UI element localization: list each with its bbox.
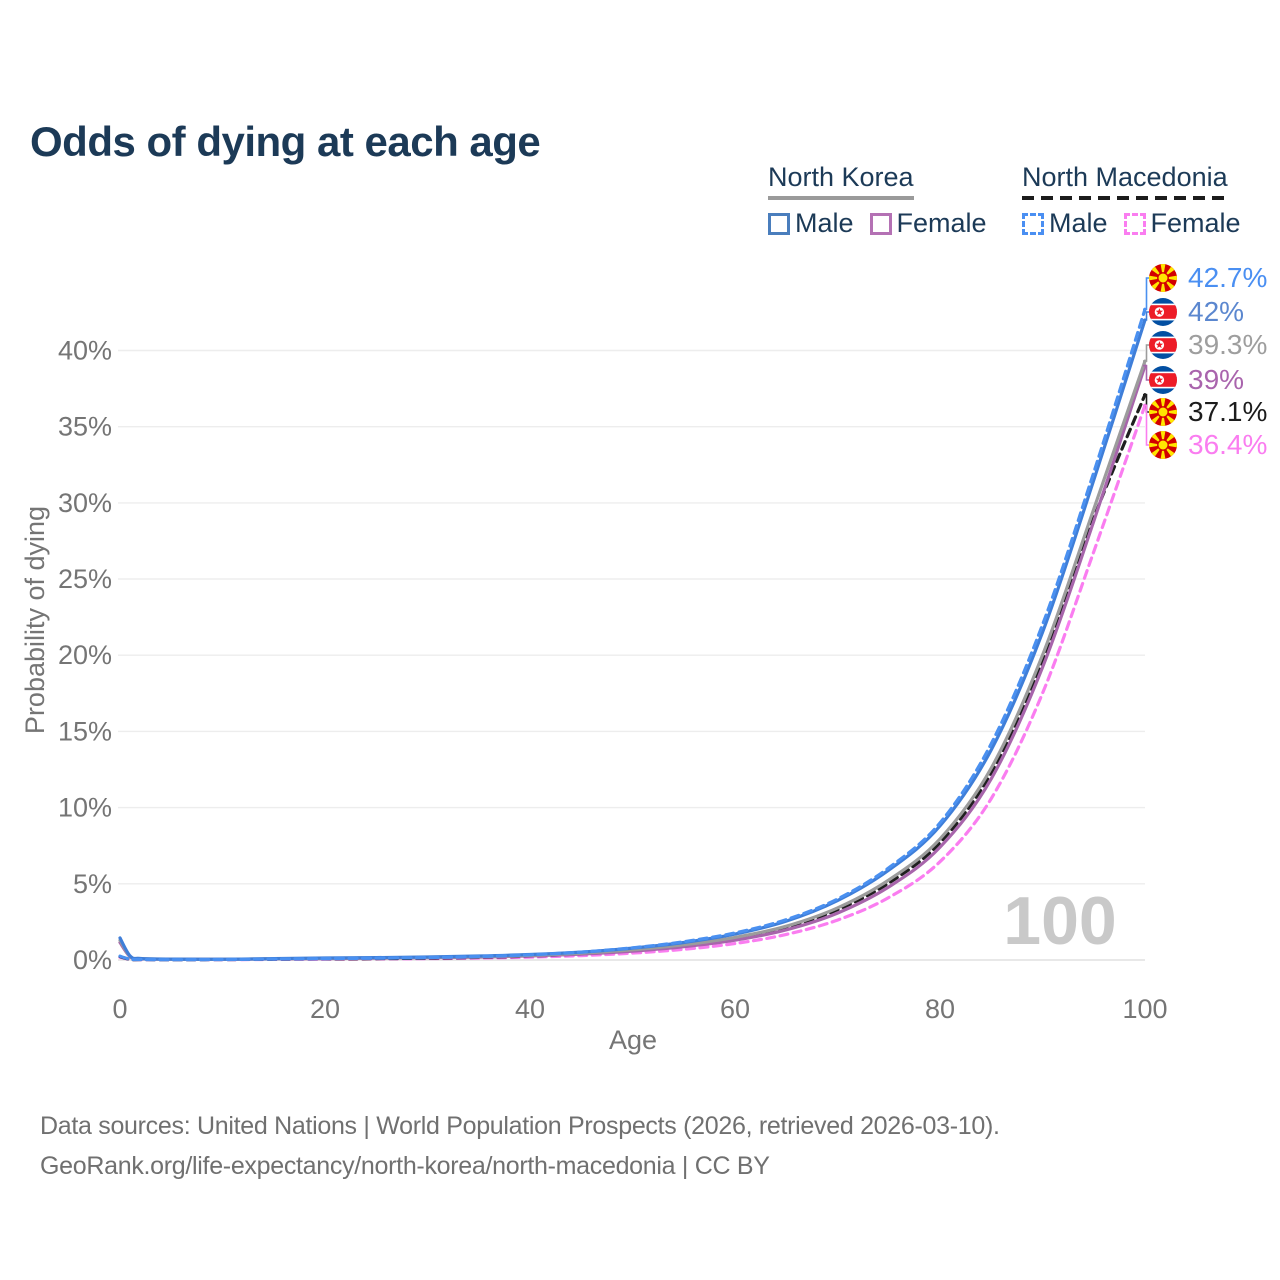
north-korea-flag-icon	[1149, 366, 1177, 394]
legend-checkbox[interactable]	[1123, 212, 1146, 235]
y-tick-label: 30%	[58, 488, 112, 518]
legend-group-title: North Korea	[768, 162, 914, 200]
data-sources-footer: Data sources: United Nations | World Pop…	[40, 1106, 1000, 1186]
legend-group-north-macedonia: North Macedonia Male Female	[1022, 162, 1241, 239]
north-macedonia-flag-icon	[1149, 398, 1177, 426]
legend-checkbox[interactable]	[768, 212, 790, 235]
legend-line-style-sample	[768, 196, 914, 200]
end-value-label-north-macedonia-both-sexes: 37.1%	[1188, 396, 1267, 427]
legend-checkbox[interactable]	[869, 212, 892, 235]
legend-group-north-korea: North Korea Male Female	[768, 162, 987, 239]
north-macedonia-flag-icon	[1149, 264, 1177, 292]
end-value-label-north-korea-male: 42%	[1188, 296, 1244, 327]
end-value-label-north-macedonia-female: 36.4%	[1188, 429, 1267, 460]
label-connector-north-korea-female	[1143, 364, 1149, 381]
label-connector-north-macedonia-both-sexes	[1143, 393, 1149, 413]
end-value-label-north-korea-female: 39%	[1188, 364, 1244, 395]
legend-item-north-korea-male[interactable]: Male	[768, 208, 854, 239]
legend-item-label: Male	[795, 208, 854, 238]
footer-sources-line: Data sources: United Nations | World Pop…	[40, 1112, 1000, 1140]
north-korea-flag-icon	[1149, 298, 1177, 326]
x-tick-label: 60	[720, 994, 750, 1024]
x-tick-label: 80	[925, 994, 955, 1024]
end-value-label-north-korea-both-sexes: 39.3%	[1188, 329, 1267, 360]
hovered-age-watermark: 100	[1003, 883, 1116, 959]
x-tick-label: 20	[310, 994, 340, 1024]
legend-item-label: Female	[1150, 208, 1241, 238]
legend-item-label: Female	[896, 208, 987, 238]
y-tick-label: 10%	[58, 793, 112, 823]
north-korea-flag-icon	[1149, 331, 1177, 359]
label-connector-north-macedonia-female	[1143, 404, 1149, 446]
label-connector-north-korea-male	[1143, 311, 1149, 321]
end-value-label-north-macedonia-male: 42.7%	[1188, 262, 1267, 293]
legend-item-north-macedonia-male[interactable]: Male	[1022, 208, 1108, 239]
label-connector-north-korea-both-sexes	[1143, 344, 1149, 362]
x-tick-label: 40	[515, 994, 545, 1024]
north-macedonia-flag-icon	[1149, 431, 1177, 459]
x-tick-label: 100	[1122, 994, 1167, 1024]
y-tick-label: 35%	[58, 412, 112, 442]
y-tick-label: 25%	[58, 564, 112, 594]
y-tick-label: 40%	[58, 336, 112, 366]
page-title: Odds of dying at each age	[30, 118, 541, 166]
legend-item-label: Male	[1049, 208, 1108, 238]
legend-checkbox[interactable]	[1022, 212, 1044, 235]
y-axis-title: Probability of dying	[20, 506, 50, 734]
chart-legend: North Korea Male Female North Macedonia Male…	[0, 162, 1280, 252]
y-tick-label: 5%	[73, 869, 112, 899]
legend-item-north-korea-female[interactable]: Female	[869, 208, 987, 239]
y-tick-label: 0%	[73, 945, 112, 975]
footer-attribution-line: GeoRank.org/life-expectancy/north-korea/…	[40, 1152, 770, 1180]
label-connector-north-macedonia-male	[1143, 277, 1149, 311]
series-line-north-macedonia-male	[118, 307, 1147, 962]
plot-hover-area[interactable]	[118, 265, 1145, 965]
legend-item-north-macedonia-female[interactable]: Female	[1123, 208, 1241, 239]
legend-group-title: North Macedonia	[1022, 162, 1228, 200]
y-tick-label: 15%	[58, 716, 112, 746]
x-tick-label: 0	[112, 994, 127, 1024]
legend-line-style-sample	[1022, 196, 1228, 200]
y-tick-label: 20%	[58, 640, 112, 670]
x-axis-title: Age	[609, 1025, 657, 1055]
